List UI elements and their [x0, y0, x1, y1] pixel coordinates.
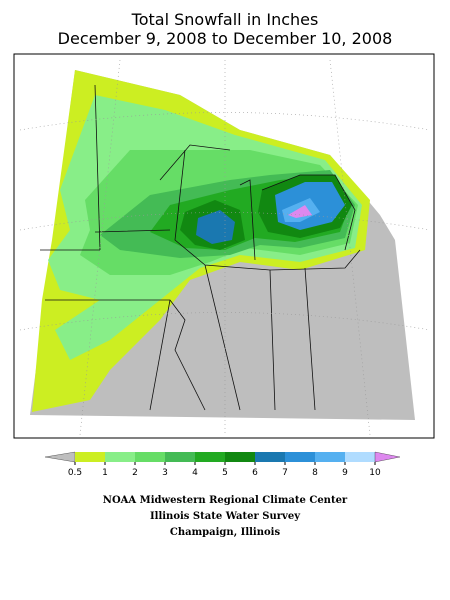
- legend-tick-label: 6: [252, 468, 258, 478]
- credit-line: NOAA Midwestern Regional Climate Center: [103, 495, 348, 506]
- legend-swatch: [374, 451, 401, 463]
- legend-swatch: [345, 452, 375, 462]
- legend-tick-label: 8: [312, 468, 318, 478]
- legend-swatch: [44, 451, 76, 463]
- map: [13, 53, 435, 439]
- legend-tick-label: 3: [162, 468, 168, 478]
- map-title: Total Snowfall in Inches: [131, 10, 319, 29]
- graticule: [19, 59, 431, 436]
- legend-swatch: [75, 452, 105, 462]
- legend-tick-label: 5: [222, 468, 228, 478]
- credit-line: Champaign, Illinois: [170, 527, 281, 538]
- credit-line: Illinois State Water Survey: [150, 511, 301, 522]
- legend-swatch: [195, 452, 225, 462]
- legend-tick-label: 4: [192, 468, 198, 478]
- map-subtitle: December 9, 2008 to December 10, 2008: [58, 29, 393, 48]
- legend-tick-label: 9: [342, 468, 348, 478]
- legend-tick-label: 1: [102, 468, 108, 478]
- legend-tick-label: 10: [369, 468, 381, 478]
- legend-swatch: [315, 452, 345, 462]
- legend-swatch: [135, 452, 165, 462]
- legend-swatch: [225, 452, 255, 462]
- snow-area: [196, 210, 235, 244]
- legend: 0.5 1 2 3 4 5 6 7 8 9 10: [44, 451, 401, 478]
- snow-area: [288, 205, 312, 218]
- legend-swatch: [285, 452, 315, 462]
- legend-tick-label: 7: [282, 468, 288, 478]
- legend-tick-label: 2: [132, 468, 138, 478]
- legend-tick-label: 0.5: [68, 468, 82, 478]
- legend-swatch: [255, 452, 285, 462]
- state-line: [40, 84, 361, 411]
- legend-swatch: [165, 452, 195, 462]
- legend-swatch: [105, 452, 135, 462]
